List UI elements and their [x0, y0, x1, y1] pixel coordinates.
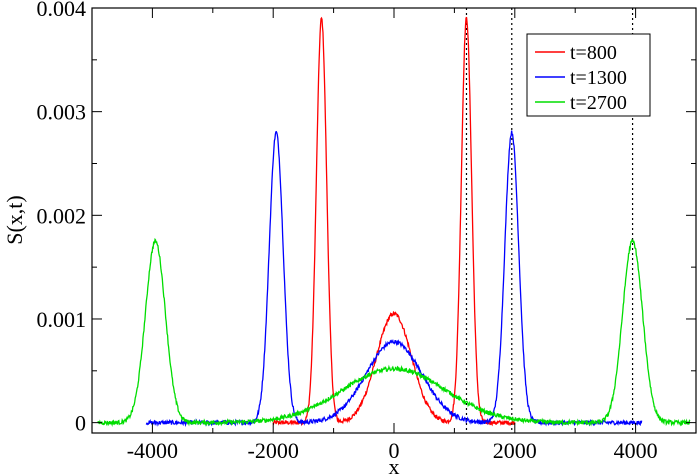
y-tick-label: 0.003: [37, 100, 87, 125]
y-tick-label: 0.001: [37, 307, 87, 332]
series-line-t800: [272, 16, 516, 427]
x-tick-label: -4000: [127, 438, 178, 463]
series-layer: [97, 16, 691, 428]
x-axis-label: x: [389, 454, 400, 476]
y-axis-label: S(x,t): [2, 195, 27, 245]
legend-label-t1300: t=1300: [570, 67, 627, 89]
x-tick-label: 0: [389, 438, 400, 463]
y-tick-label: 0.002: [37, 203, 87, 228]
x-tick-label: 2000: [493, 438, 537, 463]
y-tick-label: 0: [75, 411, 86, 436]
x-tick-label: 4000: [614, 438, 658, 463]
series-line-t1300: [145, 130, 643, 428]
ticks-layer: -4000 -2000 0 2000 4000 0 0.001 0.002 0.003 0.004: [37, 0, 697, 463]
y-tick-label: 0.004: [37, 0, 87, 21]
legend-label-t800: t=800: [570, 42, 617, 64]
series-line-t2700: [97, 237, 691, 428]
legend: t=800 t=1300 t=2700: [526, 33, 651, 117]
x-tick-label: -2000: [248, 438, 299, 463]
legend-label-t2700: t=2700: [570, 92, 627, 114]
